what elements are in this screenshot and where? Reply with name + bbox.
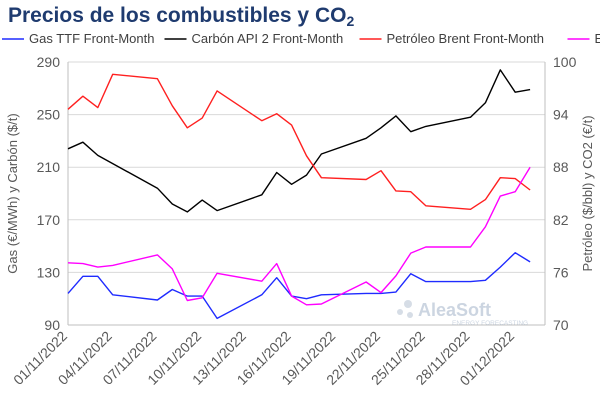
y-right-tick-label: 82 — [553, 212, 569, 228]
legend: Gas TTF Front-Month Carbón API 2 Front-Mo… — [2, 31, 600, 46]
y-right-tick-label: 94 — [553, 107, 569, 123]
y-right-axis-title: Petróleo ($/bbl) y CO2 (€/t) — [580, 115, 595, 271]
y-right-tick-label: 88 — [553, 159, 569, 175]
y-right-tick-label: 76 — [553, 264, 569, 280]
y-right-tick-label: 70 — [553, 317, 569, 333]
y-left-tick-label: 130 — [37, 264, 61, 280]
legend-label: Petróleo Brent Front-Month — [387, 31, 545, 46]
chart-title: Precios de los combustibles y CO2 — [8, 4, 355, 29]
logo-dot — [397, 309, 403, 315]
y-left-axis-title: Gas (€/MWh) y Carbón ($/t) — [5, 113, 20, 273]
y-left-tick-label: 290 — [37, 54, 61, 70]
y-left-tick-label: 170 — [37, 212, 61, 228]
legend-label: EUA CO2 Dic-22 — [595, 31, 600, 46]
logo-dot — [404, 300, 412, 308]
watermark-tagline: ENERGY FORECASTING — [452, 320, 528, 327]
y-left-tick-label: 210 — [37, 159, 61, 175]
y-left-tick-label: 250 — [37, 107, 61, 123]
logo-dot — [407, 312, 413, 318]
series-line-3 — [67, 73, 531, 211]
y-right-tick-label: 100 — [553, 54, 577, 70]
series-line-2 — [67, 69, 531, 213]
legend-label: Carbón API 2 Front-Month — [192, 31, 344, 46]
watermark-brand: AleaSoft — [418, 300, 491, 320]
series-line-1 — [67, 251, 531, 320]
legend-label: Gas TTF Front-Month — [29, 31, 154, 46]
y-left-tick-label: 90 — [44, 317, 60, 333]
series-line-4 — [67, 166, 531, 306]
